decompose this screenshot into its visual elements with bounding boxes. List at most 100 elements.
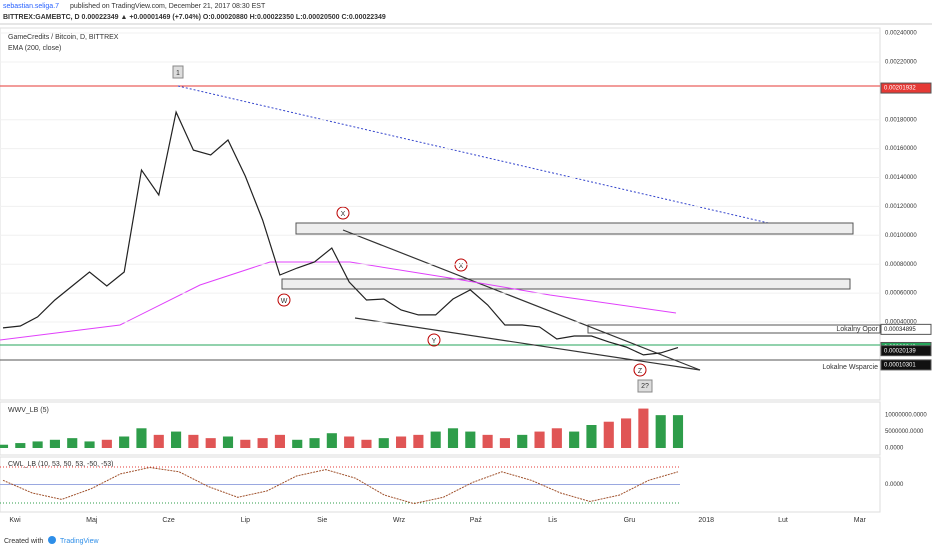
- volume-bar: [499, 438, 510, 448]
- volume-bar: [326, 433, 337, 448]
- volume-bar: [119, 436, 130, 448]
- volume-bar: [101, 439, 112, 448]
- x-tick-label: Paź: [470, 517, 483, 524]
- published: published on TradingView.com, December 2…: [70, 3, 266, 10]
- volume-bar: [171, 431, 182, 448]
- ema-line: [0, 261, 677, 341]
- volume-bar: [413, 434, 424, 448]
- volume-bar: [309, 438, 320, 448]
- x-tick-label: Maj: [86, 517, 98, 524]
- volume-bar: [430, 431, 441, 448]
- chart-title: GameCredits / Bitcoin, D, BITTREX: [8, 34, 119, 41]
- price-label: 0.00034895: [884, 327, 916, 333]
- volume-bar: [205, 438, 216, 448]
- volume-bar: [638, 408, 649, 448]
- price-label: 0.00010301: [884, 362, 916, 368]
- y-tick-label: 0.0000: [885, 482, 904, 488]
- volume-bar: [84, 441, 95, 448]
- y-tick-label: 0.00180000: [885, 117, 917, 123]
- volume-bar: [361, 439, 372, 448]
- volume-bar: [551, 428, 562, 448]
- zone: [281, 278, 851, 290]
- footer-brand[interactable]: TradingView: [60, 538, 99, 545]
- volume-bar: [274, 434, 285, 448]
- volume-bar: [378, 438, 389, 448]
- volume-bar: [672, 415, 684, 448]
- annotation: X: [459, 263, 464, 270]
- y-tick-label: 0.00060000: [885, 291, 917, 297]
- annotation: Lokalny Opor: [836, 326, 878, 333]
- volume-bar: [153, 434, 164, 448]
- volume-bar: [482, 434, 493, 448]
- osc-title: CWL_LB (10, 53, 50, 53, -50, -53): [8, 461, 113, 468]
- y-tick-label: 0.00040000: [885, 320, 917, 326]
- x-tick-label: Cze: [162, 517, 175, 524]
- volume-bar: [586, 425, 597, 448]
- x-tick-label: Mar: [854, 517, 867, 524]
- symbol-line: BITTREX:GAMEBTC, D 0.00022349 ▲ +0.00001…: [3, 14, 386, 21]
- volume-bar: [603, 421, 614, 448]
- volume-bar: [396, 436, 407, 448]
- badge: [637, 379, 653, 393]
- y-tick-label: 5000000.0000: [885, 429, 924, 435]
- x-tick-label: Wrz: [393, 517, 406, 524]
- y-tick-label: 0.00220000: [885, 60, 917, 66]
- y-tick-label: 0.00240000: [885, 31, 917, 37]
- indicator: EMA (200, close): [8, 45, 61, 52]
- annotation: 2?: [641, 383, 649, 390]
- price-label: 0.00020139: [884, 348, 916, 354]
- annotation: 1: [176, 70, 180, 77]
- x-tick-label: Gru: [624, 517, 636, 524]
- volume-bar: [655, 415, 666, 448]
- volume-bar: [447, 428, 459, 448]
- volume-bar: [517, 434, 528, 448]
- x-tick-label: Kwi: [9, 517, 21, 524]
- volume-bar: [32, 441, 43, 448]
- volume-pane: [0, 401, 881, 456]
- x-tick-label: Lut: [778, 517, 788, 524]
- annotation: Z: [638, 368, 643, 375]
- zone: [295, 222, 854, 235]
- x-tick-label: Sie: [317, 517, 327, 524]
- volume-bar: [15, 443, 26, 448]
- zone: [587, 324, 881, 334]
- circle: [454, 258, 468, 272]
- volume-bar: [188, 434, 199, 448]
- annotation: W: [281, 298, 288, 305]
- volume-bar: [257, 438, 268, 448]
- price-line: [2, 110, 679, 356]
- wedge: [354, 317, 701, 371]
- circle: [427, 333, 441, 347]
- volume-bar: [344, 436, 355, 448]
- volume-bar: [465, 431, 476, 448]
- y-tick-label: 0.0000: [885, 446, 904, 452]
- y-tick-label: 0.00140000: [885, 175, 917, 181]
- volume-bar: [67, 438, 78, 448]
- annotation: X: [341, 211, 346, 218]
- price-label-box: [880, 359, 932, 371]
- volume-bar: [240, 439, 251, 448]
- trendline: [177, 85, 791, 229]
- footer-created: Created with: [4, 538, 43, 545]
- annotation: Y: [432, 338, 437, 345]
- osc-line: [2, 466, 679, 505]
- badge: [172, 65, 184, 79]
- price-label-box: [880, 82, 932, 94]
- volume-bar: [222, 436, 234, 448]
- author[interactable]: sebastian.seliga.7: [3, 3, 59, 10]
- x-tick-label: 2018: [698, 517, 714, 524]
- annotation: Lokalne Wsparcie: [822, 364, 878, 371]
- price-label-box: [880, 323, 932, 335]
- volume-bar: [0, 444, 9, 448]
- y-tick-label: 10000000.0000: [885, 413, 927, 419]
- osc-pane: [0, 456, 881, 513]
- price-label-box: [880, 345, 932, 357]
- volume-title: WWV_LB (5): [8, 407, 49, 414]
- y-tick-label: 0.00120000: [885, 204, 917, 210]
- circle: [336, 206, 350, 220]
- wedge: [342, 229, 701, 371]
- x-tick-label: Lis: [548, 517, 557, 524]
- volume-bar: [569, 431, 580, 448]
